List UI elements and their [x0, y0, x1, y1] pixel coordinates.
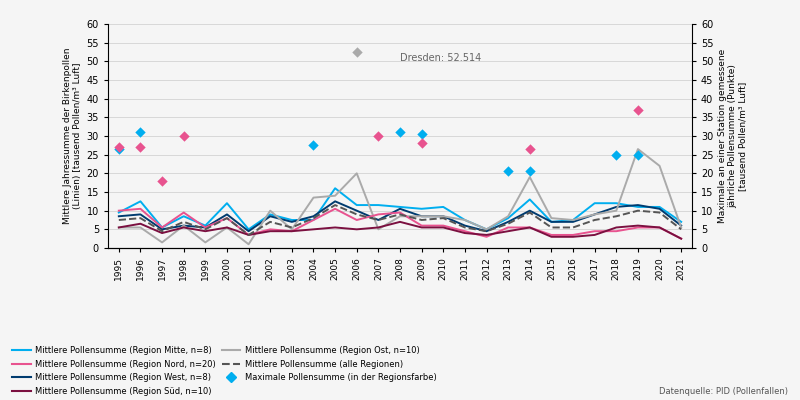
Point [372, 133, 385, 139]
Point [631, 152, 644, 158]
Point [394, 129, 406, 136]
Point [113, 144, 126, 150]
Point [415, 140, 428, 147]
Point [415, 131, 428, 137]
Point [350, 49, 363, 55]
Point [502, 168, 514, 175]
Point [178, 133, 190, 139]
Y-axis label: Maximale an einer Station gemessene
jährliche Pollensumme (Punkte)
[tausend Poll: Maximale an einer Station gemessene jähr… [718, 49, 747, 223]
Point [307, 142, 320, 148]
Point [156, 178, 169, 184]
Point [113, 146, 126, 152]
Y-axis label: Mittlere Jahressumme der Birkenpollen
(Linien) [tausend Pollen/m³ Luft]: Mittlere Jahressumme der Birkenpollen (L… [63, 48, 82, 224]
Point [610, 152, 622, 158]
Text: Dresden: 52.514: Dresden: 52.514 [400, 53, 482, 63]
Point [134, 129, 147, 136]
Point [631, 107, 644, 113]
Point [523, 146, 536, 152]
Point [134, 144, 147, 150]
Point [523, 168, 536, 175]
Text: Datenquelle: PID (Pollenfallen): Datenquelle: PID (Pollenfallen) [659, 387, 788, 396]
Legend: Mittlere Pollensumme (Region Mitte, n=8), Mittlere Pollensumme (Region Nord, n=2: Mittlere Pollensumme (Region Mitte, n=8)… [12, 346, 436, 396]
